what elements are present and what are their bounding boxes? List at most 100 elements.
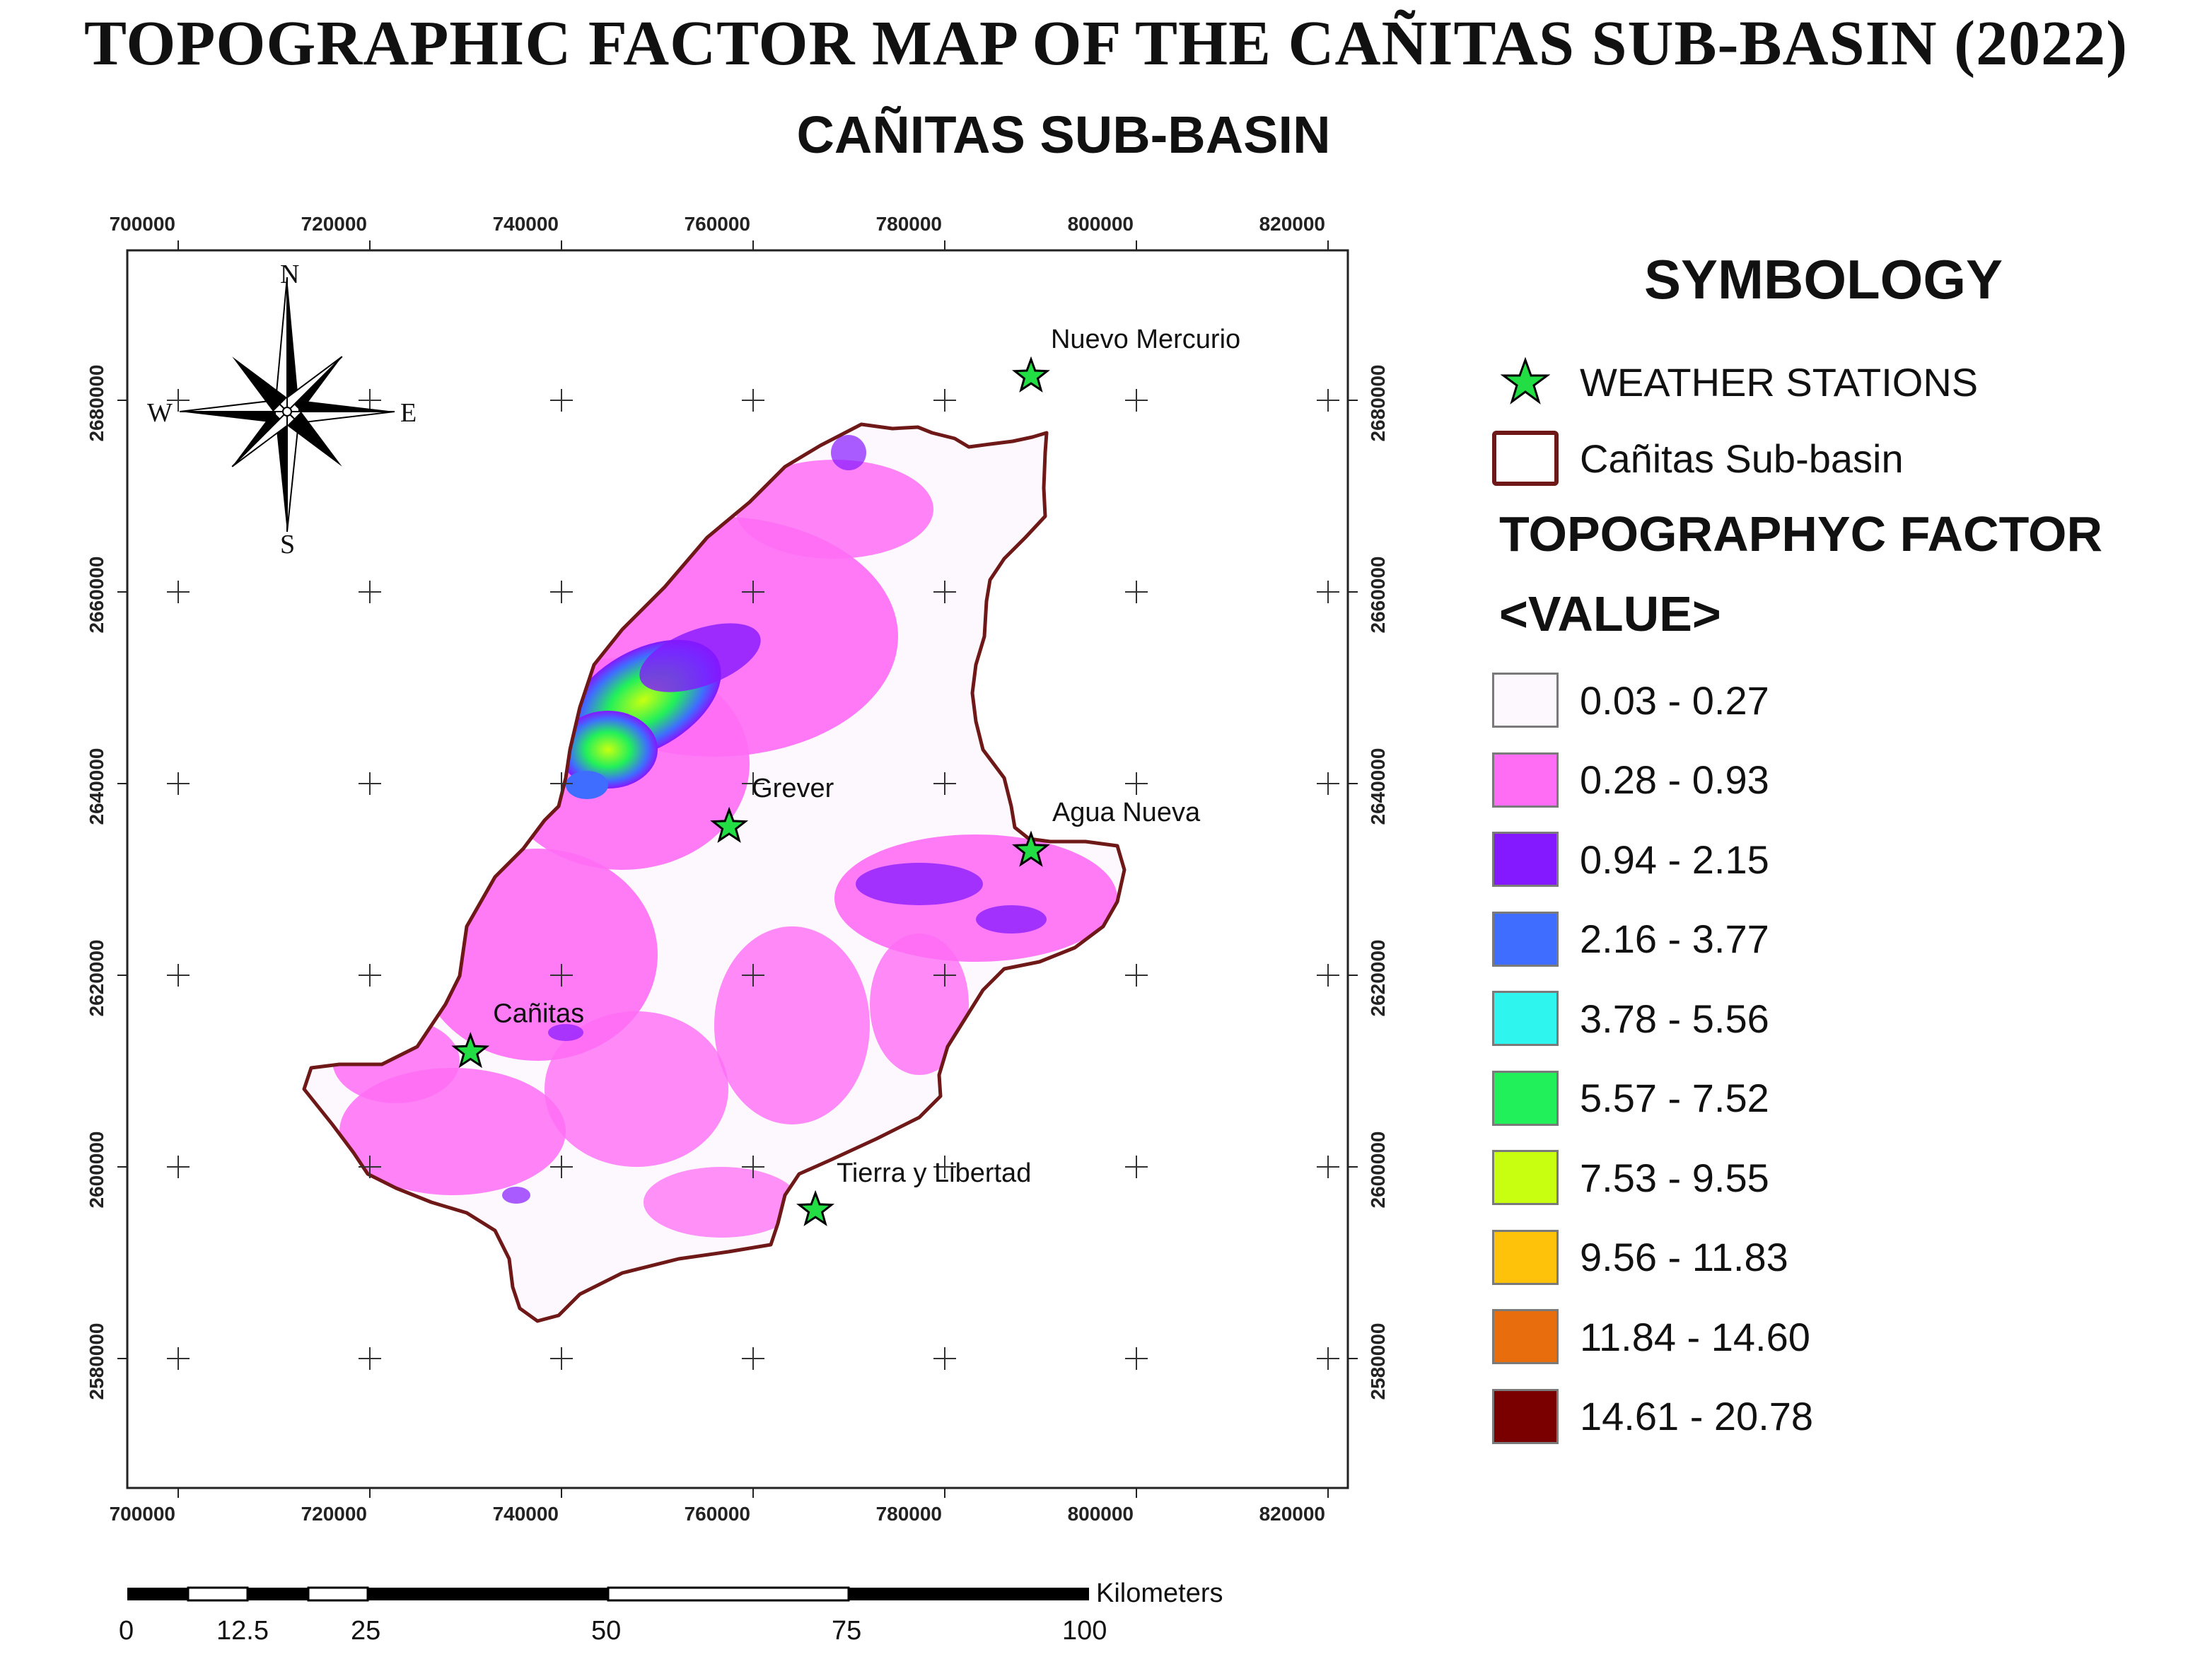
legend-class-row: 14.61 - 20.78 (1492, 1388, 1813, 1445)
legend-color-swatch (1492, 1229, 1559, 1285)
compass-e: E (400, 398, 417, 428)
map-subtitle: CAÑITAS SUB-BASIN (796, 105, 1331, 164)
y-label-left: 2640000 (86, 748, 107, 825)
y-label-left: 2680000 (86, 364, 107, 441)
scale-tick-12.5: 12.5 (216, 1616, 269, 1646)
legend-color-swatch (1492, 1070, 1559, 1126)
legend-class-label: 0.03 - 0.27 (1580, 678, 1769, 723)
legend-class-label: 9.56 - 11.83 (1580, 1235, 1788, 1279)
x-label-bottom: 720000 (301, 1503, 367, 1525)
station-label: Agua Nueva (1052, 798, 1201, 827)
legend-class-row: 0.94 - 2.15 (1492, 831, 1769, 888)
station-star-icon (1011, 356, 1050, 393)
legend-color-swatch (1492, 991, 1559, 1046)
legend-color-swatch (1492, 673, 1559, 728)
compass-n: N (280, 260, 299, 289)
y-label-right: 2660000 (1367, 556, 1389, 633)
legend-stations-label: WEATHER STATIONS (1580, 359, 1979, 405)
north-arrow-icon: N S E W (147, 260, 417, 559)
legend-title: SYMBOLOGY (1644, 248, 2003, 310)
graticule (167, 389, 1339, 1370)
station-label: Cañitas (493, 999, 584, 1028)
y-label-left: 2620000 (86, 939, 107, 1016)
compass-s: S (280, 530, 295, 559)
y-label-left: 2580000 (86, 1322, 107, 1400)
x-label-bottom: 800000 (1068, 1503, 1134, 1525)
x-label-top: 800000 (1068, 213, 1134, 235)
weather-stations: Nuevo Mercurio Grever Agua Nueva Cañitas Tie… (451, 325, 1240, 1226)
legend-class-row: 2.16 - 3.77 (1492, 911, 1769, 967)
scale-tick-50: 50 (591, 1616, 621, 1646)
legend-class-label: 3.78 - 5.56 (1580, 996, 1769, 1041)
scale-seg-7 (849, 1588, 1089, 1600)
station-label: Tierra y Libertad (837, 1158, 1031, 1188)
legend-class-label: 5.57 - 7.52 (1580, 1076, 1769, 1120)
y-label-right: 2600000 (1367, 1131, 1389, 1208)
legend-class-row: 0.03 - 0.27 (1492, 672, 1769, 728)
station-star-icon (710, 806, 749, 843)
station-label: Grever (752, 774, 834, 803)
legend-class-row: 0.28 - 0.93 (1492, 752, 1769, 808)
legend-color-swatch (1492, 911, 1559, 967)
x-label-bottom: 740000 (493, 1503, 559, 1525)
scale-bar: 0 12.5 25 50 75 100 Kilometers (119, 1578, 1223, 1646)
legend-basin-label: Cañitas Sub-basin (1580, 436, 1904, 481)
scale-seg-2 (187, 1586, 249, 1602)
scale-unit: Kilometers (1096, 1578, 1223, 1608)
legend-item-basin: Cañitas Sub-basin (1492, 430, 1904, 487)
legend-color-swatch (1492, 1388, 1559, 1444)
legend-color-swatch (1492, 752, 1559, 808)
y-label-right: 2680000 (1367, 364, 1389, 441)
x-label-top: 700000 (110, 213, 175, 235)
scale-seg-6 (607, 1586, 850, 1602)
y-label-right: 2580000 (1367, 1322, 1389, 1400)
legend-color-swatch (1492, 1309, 1559, 1364)
scale-tick-25: 25 (351, 1616, 380, 1646)
legend-class-row: 3.78 - 5.56 (1492, 990, 1769, 1047)
y-label-right: 2620000 (1367, 939, 1389, 1016)
legend-class-row: 7.53 - 9.55 (1492, 1149, 1769, 1206)
legend-color-swatch (1492, 832, 1559, 887)
legend-class-label: 0.94 - 2.15 (1580, 837, 1769, 882)
x-label-top: 720000 (301, 213, 367, 235)
legend-color-swatch (1492, 1150, 1559, 1205)
y-label-left: 2600000 (86, 1131, 107, 1208)
x-label-top: 820000 (1259, 213, 1325, 235)
scale-tick-75: 75 (832, 1616, 861, 1646)
scale-seg-3 (248, 1588, 308, 1600)
station-star-icon (796, 1190, 835, 1226)
scale-seg-1 (127, 1588, 188, 1600)
legend-class-row: 5.57 - 7.52 (1492, 1070, 1769, 1127)
x-label-bottom: 780000 (876, 1503, 942, 1525)
basin-outline (302, 422, 1127, 1323)
legend-value-title: <VALUE> (1499, 586, 1721, 641)
legend-class-label: 2.16 - 3.77 (1580, 917, 1769, 961)
legend-class-row: 11.84 - 14.60 (1492, 1308, 1810, 1365)
map-title: TOPOGRAPHIC FACTOR MAP OF THE CAÑITAS SU… (83, 8, 2129, 78)
x-label-bottom: 760000 (685, 1503, 750, 1525)
scale-tick-100: 100 (1062, 1616, 1107, 1646)
coordinate-labels: 700000 700000 720000 720000 740000 740000 7600… (86, 213, 1389, 1525)
legend-factor-title: TOPOGRAPHYC FACTOR (1499, 506, 2103, 562)
x-label-bottom: 700000 (110, 1503, 175, 1525)
x-label-top: 780000 (876, 213, 942, 235)
legend-class-label: 11.84 - 14.60 (1580, 1314, 1810, 1359)
compass-w: W (147, 398, 173, 428)
scale-tick-0: 0 (119, 1616, 134, 1646)
legend-class-label: 0.28 - 0.93 (1580, 757, 1769, 802)
x-label-top: 760000 (685, 213, 750, 235)
x-label-top: 740000 (493, 213, 559, 235)
station-label: Nuevo Mercurio (1051, 325, 1240, 354)
legend-class-label: 7.53 - 9.55 (1580, 1155, 1769, 1200)
basin-polygon-icon (1492, 431, 1559, 486)
y-label-right: 2640000 (1367, 748, 1389, 825)
legend-class-label: 14.61 - 20.78 (1580, 1394, 1814, 1438)
star-icon (1492, 354, 1559, 409)
y-label-left: 2660000 (86, 556, 107, 633)
station-star-icon (451, 1032, 490, 1069)
scale-seg-5 (368, 1588, 608, 1600)
scale-seg-4 (307, 1586, 369, 1602)
x-label-bottom: 820000 (1259, 1503, 1325, 1525)
legend-class-row: 9.56 - 11.83 (1492, 1229, 1788, 1286)
